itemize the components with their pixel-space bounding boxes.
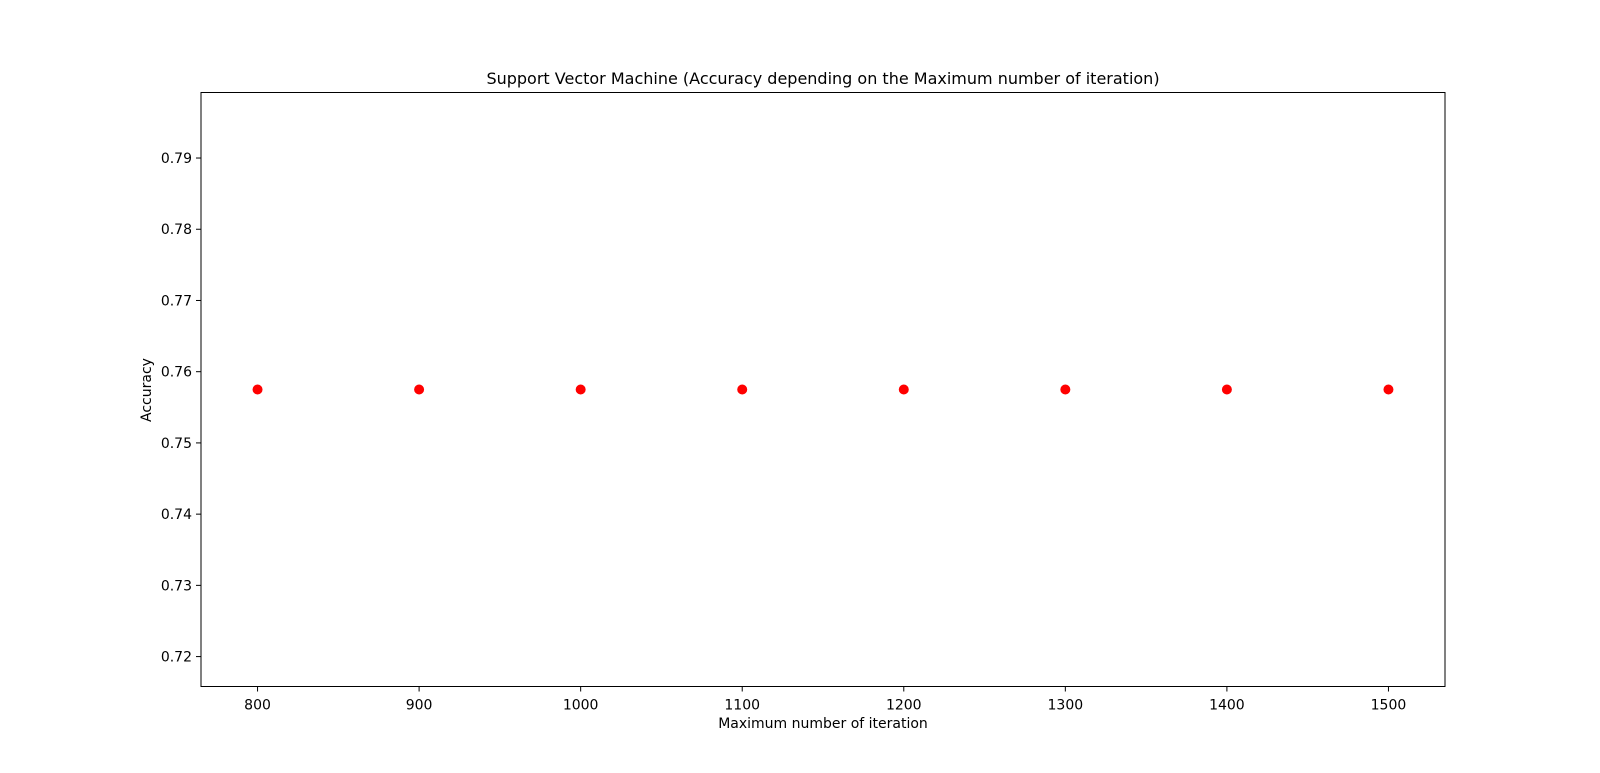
chart-title: Support Vector Machine (Accuracy dependi… <box>486 69 1159 88</box>
x-tick-label: 900 <box>406 698 433 714</box>
data-point <box>898 384 909 395</box>
data-point <box>575 384 586 395</box>
data-points <box>252 384 1394 395</box>
x-tick-label: 1400 <box>1209 698 1245 714</box>
data-point <box>1060 384 1071 395</box>
x-tick-label: 1300 <box>1048 698 1084 714</box>
data-point <box>252 384 263 395</box>
data-point <box>414 384 425 395</box>
x-tick-label: 1100 <box>724 698 760 714</box>
data-point <box>737 384 748 395</box>
x-tick-label: 800 <box>244 698 271 714</box>
y-tick-label: 0.79 <box>161 151 192 167</box>
y-tick-label: 0.75 <box>161 436 192 452</box>
data-point <box>1383 384 1394 395</box>
x-axis-label: Maximum number of iteration <box>718 716 928 732</box>
plot-frame <box>200 92 1446 687</box>
y-axis-label: Accuracy <box>139 358 155 422</box>
data-point <box>1221 384 1232 395</box>
x-tick-label: 1500 <box>1371 698 1407 714</box>
x-axis-ticks: 800 900 1000 1100 1200 1300 1400 1500 <box>244 686 1407 714</box>
x-tick-label: 1000 <box>563 698 599 714</box>
y-tick-label: 0.73 <box>161 578 192 594</box>
y-tick-label: 0.78 <box>161 222 192 238</box>
y-axis-ticks: 0.72 0.73 0.74 0.75 0.76 0.77 0.78 0.79 <box>161 151 201 666</box>
y-tick-label: 0.76 <box>161 365 192 381</box>
y-tick-label: 0.77 <box>161 293 192 309</box>
y-tick-label: 0.74 <box>161 507 192 523</box>
x-tick-label: 1200 <box>886 698 922 714</box>
y-tick-label: 0.72 <box>161 650 192 666</box>
